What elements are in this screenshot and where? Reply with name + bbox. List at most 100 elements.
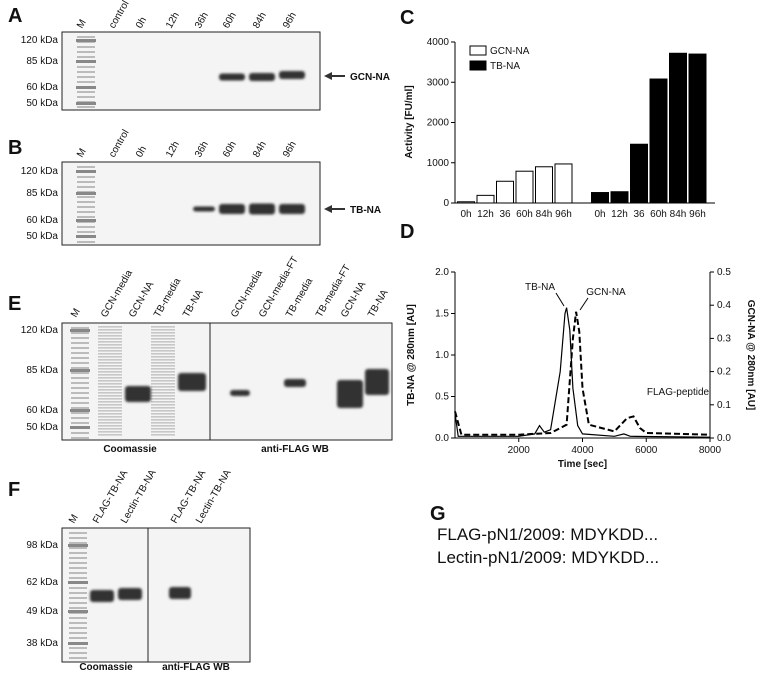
sequence: Lectin-pN1/2009: MDYKDD... <box>437 548 659 567</box>
marker-ladder <box>77 96 95 98</box>
marker-label: 98 kDa <box>26 540 58 551</box>
marker-ladder <box>68 610 88 613</box>
marker-ladder <box>69 622 87 624</box>
annotation-line <box>555 292 565 307</box>
y-tick-label: 2000 <box>427 118 450 129</box>
marker-ladder <box>71 382 89 384</box>
lane-smear <box>151 431 175 433</box>
lane-smear <box>98 434 122 436</box>
lane-smear <box>98 431 122 433</box>
lane-label: 36h <box>193 140 211 160</box>
marker-label: 62 kDa <box>26 577 58 588</box>
marker-ladder <box>69 572 87 574</box>
lane-smear <box>98 386 122 388</box>
y-tick-label: 1.0 <box>435 350 449 361</box>
marker-ladder <box>77 76 95 78</box>
lane-smear <box>151 374 175 376</box>
lane-smear <box>98 368 122 370</box>
marker-label: 120 kDa <box>21 35 59 46</box>
marker-label: 50 kDa <box>26 422 58 433</box>
marker-label: 38 kDa <box>26 638 58 649</box>
marker-ladder <box>76 235 96 238</box>
marker-ladder <box>69 617 87 619</box>
arrow-head <box>324 205 332 213</box>
panel-label: A <box>8 5 22 27</box>
y-tick-label: 1.5 <box>435 309 449 320</box>
marker-ladder <box>76 39 96 42</box>
bar <box>496 180 514 204</box>
annotation-line <box>579 297 589 311</box>
arrow-head <box>324 72 332 80</box>
panel-label: F <box>8 479 20 501</box>
x-tick-label: 2000 <box>508 445 531 456</box>
section-label: anti-FLAG WB <box>261 444 329 455</box>
marker-ladder <box>69 532 87 534</box>
lane-label: 12h <box>164 140 182 160</box>
marker-ladder <box>69 552 87 554</box>
lane-smear <box>151 371 175 373</box>
lane-label: 84h <box>251 140 269 160</box>
y2-axis-label: GCN-NA @ 280nm [AU] <box>745 300 756 411</box>
lane-smear <box>151 341 175 343</box>
marker-ladder <box>68 642 88 645</box>
lane-smear <box>98 395 122 397</box>
marker-ladder <box>76 170 96 173</box>
marker-ladder <box>69 542 87 544</box>
lane-label: 0h <box>134 15 149 30</box>
marker-label: 85 kDa <box>26 56 58 67</box>
marker-ladder <box>69 632 87 634</box>
band <box>125 386 151 402</box>
marker-ladder <box>71 422 89 424</box>
marker-ladder <box>76 192 96 195</box>
lane-smear <box>151 377 175 379</box>
lane-smear <box>151 350 175 352</box>
lane-label: 84h <box>251 11 269 31</box>
lane-smear <box>151 368 175 370</box>
marker-ladder <box>77 196 95 198</box>
lane-smear <box>98 392 122 394</box>
marker-ladder <box>77 201 95 203</box>
marker-ladder <box>69 652 87 654</box>
y2-tick-label: 0.2 <box>717 367 731 378</box>
y-tick-label: 2.0 <box>435 267 449 278</box>
lane-label: TB-NA <box>366 288 391 320</box>
marker-ladder <box>69 547 87 549</box>
marker-ladder <box>77 71 95 73</box>
marker-ladder <box>69 592 87 594</box>
marker-ladder <box>69 537 87 539</box>
marker-label: 60 kDa <box>26 405 58 416</box>
marker-ladder <box>71 352 89 354</box>
marker-ladder <box>77 91 95 93</box>
y-tick-label: 3000 <box>427 77 450 88</box>
lane-smear <box>151 353 175 355</box>
lane-label: 12h <box>164 11 182 31</box>
panel-label: C <box>400 7 414 29</box>
section-label: Coomassie <box>103 444 157 455</box>
panel-label: E <box>8 293 21 315</box>
lane-smear <box>151 416 175 418</box>
bar <box>610 191 629 204</box>
lane-smear <box>98 326 122 328</box>
marker-ladder <box>77 176 95 178</box>
lane-smear <box>151 410 175 412</box>
marker-ladder <box>71 432 89 434</box>
bar <box>649 78 668 204</box>
marker-label: 50 kDa <box>26 98 58 109</box>
lane-label: 36h <box>193 11 211 31</box>
panel-label: D <box>400 221 414 243</box>
band <box>193 206 215 212</box>
lane-smear <box>98 419 122 421</box>
lane-smear <box>151 389 175 391</box>
lane-smear <box>151 362 175 364</box>
lane-smear <box>98 416 122 418</box>
x-tick-label: 4000 <box>571 445 594 456</box>
bar <box>476 194 495 204</box>
lane-label: TB-media <box>284 276 315 319</box>
marker-ladder <box>76 86 96 89</box>
marker-ladder <box>70 409 90 412</box>
x-tick-label: 96h <box>689 209 706 220</box>
marker-label: 120 kDa <box>21 325 59 336</box>
lane-smear <box>151 419 175 421</box>
lane-smear <box>98 332 122 334</box>
lane-smear <box>151 395 175 397</box>
